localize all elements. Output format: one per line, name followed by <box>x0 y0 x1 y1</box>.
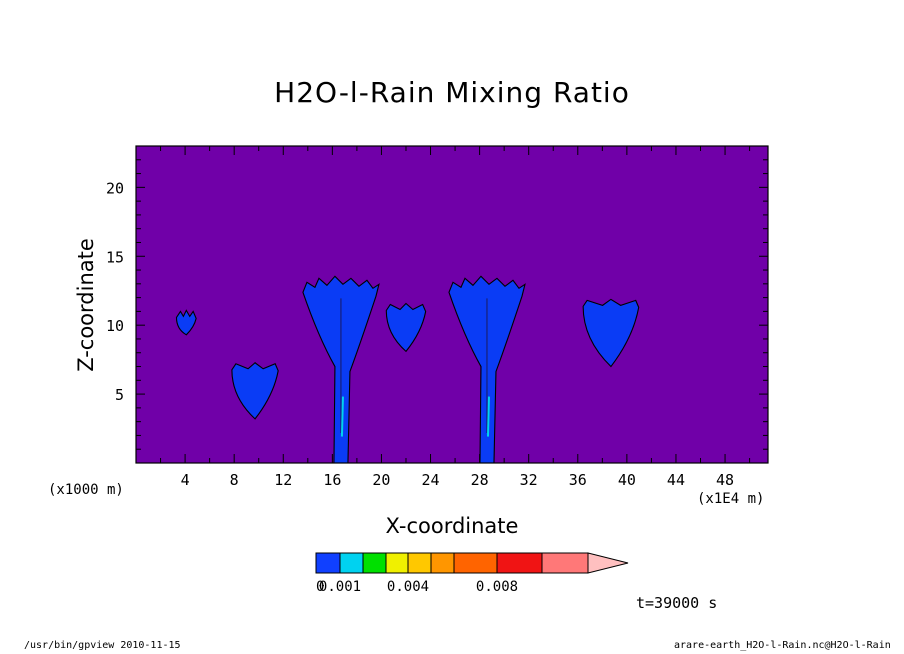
colorbar-bin <box>385 552 409 574</box>
colorbar-bin <box>496 552 543 574</box>
colorbar-label: 0.008 <box>476 579 518 595</box>
x-tick-label: 44 <box>667 471 685 489</box>
rain-feature-3 <box>302 275 380 464</box>
rain-features <box>175 275 640 464</box>
colorbar: 0.001 0.004 0.008 0 <box>315 552 629 595</box>
x-tick-label: 20 <box>372 471 390 489</box>
x-tick-label: 48 <box>716 471 734 489</box>
rain-feature-1 <box>175 309 197 336</box>
colorbar-bin <box>407 552 432 574</box>
x-unit-note: (x1000 m) <box>48 482 124 498</box>
x-tick-label: 8 <box>230 471 239 489</box>
rain-feature-5 <box>448 275 526 464</box>
plume-core-high <box>340 396 344 437</box>
x-tick-label: 32 <box>520 471 538 489</box>
x-tick-label: 4 <box>181 471 190 489</box>
cell-shape <box>582 298 640 368</box>
x-tick-label: 12 <box>274 471 292 489</box>
x-scale-note: (x1E4 m) <box>697 491 765 507</box>
colorbar-bin <box>453 552 498 574</box>
colorbar-bin <box>430 552 455 574</box>
x-tick-label: 40 <box>618 471 636 489</box>
plot-area <box>136 146 768 463</box>
rain-feature-6 <box>582 298 640 368</box>
x-axis-label: X-coordinate <box>385 514 519 538</box>
colorbar-bin <box>315 552 341 574</box>
x-tick-label: 16 <box>323 471 341 489</box>
x-tick-label: 24 <box>421 471 439 489</box>
chart-title: H2O-l-Rain Mixing Ratio <box>274 76 630 109</box>
cell-shape <box>175 309 197 336</box>
footer-source-file: arare-earth_H2O-l-Rain.nc@H2O-l-Rain <box>674 640 891 651</box>
colorbar-label-start: 0 <box>316 579 324 595</box>
footer-program-date: /usr/bin/gpview 2010-11-15 <box>24 640 181 651</box>
time-annotation: t=39000 s <box>636 594 718 612</box>
plot-frame <box>135 145 769 464</box>
rain-feature-4 <box>385 302 427 353</box>
y-tick-label: 15 <box>106 248 124 266</box>
colorbar-label: 0.001 <box>319 579 361 595</box>
colorbar-label: 0.004 <box>387 579 429 595</box>
x-tick-label: 28 <box>471 471 489 489</box>
colorbar-bin <box>362 552 387 574</box>
x-tick-label: 36 <box>569 471 587 489</box>
colorbar-extension <box>587 552 629 574</box>
cell-shape <box>231 362 279 420</box>
colorbar-bin <box>339 552 364 574</box>
colorbar-bin <box>541 552 589 574</box>
rain-feature-2 <box>231 362 279 420</box>
y-tick-label: 20 <box>106 179 124 197</box>
y-tick-label: 10 <box>106 317 124 335</box>
y-tick-label: 5 <box>115 386 124 404</box>
cell-shape <box>385 302 427 353</box>
plume-core-high <box>486 396 490 437</box>
